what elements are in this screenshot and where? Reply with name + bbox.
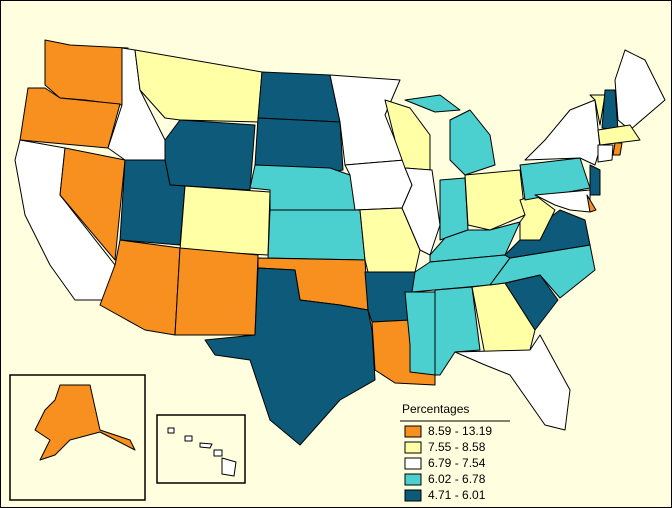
state bbox=[267, 209, 366, 261]
state bbox=[254, 117, 344, 173]
state bbox=[44, 39, 129, 106]
state bbox=[597, 144, 614, 163]
state bbox=[597, 124, 641, 146]
alaska bbox=[34, 384, 136, 461]
hawaii bbox=[167, 427, 237, 477]
state bbox=[179, 185, 271, 256]
state bbox=[589, 164, 601, 196]
state bbox=[454, 334, 571, 431]
legend-swatch bbox=[404, 441, 422, 454]
state bbox=[449, 109, 496, 176]
state bbox=[519, 194, 556, 241]
legend-swatch bbox=[404, 489, 422, 502]
legend-label: 8.59 - 13.19 bbox=[428, 424, 492, 438]
alaska-frame bbox=[9, 374, 146, 501]
legend-label: 6.79 - 7.54 bbox=[428, 456, 486, 470]
state bbox=[586, 194, 597, 213]
state bbox=[204, 267, 376, 446]
state bbox=[167, 427, 175, 434]
legend-swatch bbox=[404, 473, 422, 486]
state bbox=[213, 449, 223, 457]
state bbox=[404, 291, 436, 376]
legend: Percentages 8.59 - 13.19 7.55 - 8.58 6.79 … bbox=[400, 402, 510, 502]
state bbox=[199, 442, 213, 449]
legend-label: 7.55 - 8.58 bbox=[428, 440, 486, 454]
state bbox=[221, 457, 237, 477]
state bbox=[401, 167, 441, 256]
state bbox=[184, 435, 193, 442]
legend-label: 4.71 - 6.01 bbox=[428, 488, 486, 502]
legend-title: Percentages bbox=[402, 402, 469, 416]
state bbox=[534, 189, 591, 213]
state bbox=[257, 71, 341, 123]
state bbox=[164, 119, 256, 191]
state bbox=[59, 147, 126, 261]
state bbox=[601, 89, 619, 131]
state bbox=[439, 177, 469, 241]
legend-swatch bbox=[404, 425, 422, 438]
state bbox=[614, 49, 666, 131]
state bbox=[34, 384, 136, 461]
state bbox=[612, 142, 623, 156]
state bbox=[344, 159, 413, 211]
hawaii-frame bbox=[156, 414, 246, 484]
state bbox=[404, 94, 461, 113]
state bbox=[174, 247, 259, 336]
state bbox=[589, 94, 606, 126]
state bbox=[464, 169, 526, 231]
legend-swatch bbox=[404, 457, 422, 470]
state bbox=[524, 99, 601, 166]
legend-label: 6.02 - 6.78 bbox=[428, 472, 486, 486]
states bbox=[14, 39, 666, 446]
